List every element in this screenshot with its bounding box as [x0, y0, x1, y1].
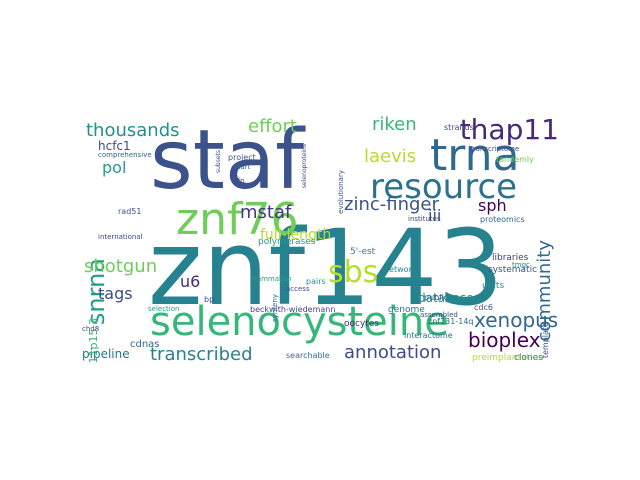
- cloud-word: preimplantation: [472, 353, 544, 363]
- cloud-word: staf: [150, 116, 304, 208]
- cloud-word: access: [286, 285, 310, 293]
- cloud-word: tmgc: [512, 261, 530, 269]
- cloud-word: selenocysteine: [150, 299, 449, 345]
- cloud-word: thap11: [459, 116, 559, 146]
- cloud-word: riken: [372, 116, 417, 135]
- cloud-word: synteny: [271, 294, 279, 322]
- cloud-word: selenoproteins: [301, 144, 308, 189]
- cloud-word: evolutionary: [337, 170, 345, 214]
- cloud-word: international: [98, 233, 143, 241]
- cloud-word: hcfc1: [98, 139, 131, 153]
- cloud-word: sbs: [328, 255, 379, 290]
- cloud-word: bioplex: [468, 328, 541, 352]
- cloud-word: searchable: [286, 351, 330, 360]
- cloud-word: effort: [248, 116, 297, 137]
- cloud-word: networks: [384, 265, 421, 274]
- cloud-word: mammalian: [250, 275, 292, 283]
- cloud-word: comprehensive: [98, 151, 152, 159]
- cloud-word: systematic: [488, 265, 538, 275]
- cloud-word: znf131-14q: [428, 317, 474, 326]
- cloud-word: thousands: [86, 120, 180, 141]
- cloud-word: bp: [204, 295, 215, 304]
- cloud-word: annotation: [344, 342, 442, 363]
- cloud-word: polymerases: [258, 237, 316, 247]
- cloud-word: start: [234, 163, 251, 171]
- cloud-word: zfp: [234, 177, 245, 185]
- cloud-word: cdc6: [474, 303, 493, 312]
- cloud-word: public: [424, 293, 449, 302]
- cloud-word: iii: [428, 206, 442, 225]
- cloud-word: pipeline: [82, 347, 130, 361]
- cloud-word: project: [228, 153, 256, 162]
- cloud-word: znf76: [176, 194, 299, 245]
- cloud-word: units: [482, 281, 505, 291]
- cloud-word: libraries: [492, 253, 529, 263]
- cloud-word: xenopus: [474, 308, 559, 332]
- cloud-word: template: [541, 322, 550, 359]
- cloud-word: resource: [370, 167, 518, 207]
- cloud-word: shotgun: [84, 256, 158, 277]
- cloud-word: chd8: [82, 325, 100, 333]
- cloud-word: oocytes: [344, 319, 380, 329]
- cloud-word: tags: [98, 284, 133, 303]
- cloud-word: laevis: [364, 146, 417, 167]
- cloud-word: institutes: [408, 215, 441, 223]
- cloud-word: strands: [444, 123, 474, 132]
- cloud-word: pairs: [306, 277, 326, 286]
- cloud-word: u6: [180, 272, 201, 291]
- cloud-word: genome: [388, 305, 425, 315]
- cloud-word: clones: [514, 353, 543, 363]
- cloud-word: transcribed: [150, 344, 253, 364]
- cloud-word: cdnas: [130, 339, 160, 350]
- cloud-word: tandemly: [496, 155, 534, 164]
- cloud-word: pol: [102, 158, 127, 177]
- cloud-word: znf143: [148, 207, 504, 329]
- cloud-word: proteomics: [480, 215, 525, 224]
- cloud-word: rad51: [118, 207, 142, 216]
- cloud-word: assembled: [420, 311, 458, 319]
- word-cloud: staf znf143 selenocysteine trna resource znf7…: [80, 116, 560, 364]
- cloud-word: selection: [148, 305, 180, 313]
- cloud-word: transcriptome: [470, 145, 520, 153]
- cloud-word: database: [418, 291, 474, 305]
- cloud-word: subsets: [215, 150, 222, 174]
- cloud-word: trna: [430, 130, 520, 181]
- cloud-word: full-length: [260, 227, 332, 243]
- cloud-word: 5'-est: [350, 247, 376, 257]
- cloud-word: sph: [478, 196, 507, 215]
- cloud-word: interactome: [404, 331, 453, 340]
- cloud-word: zinc-finger: [344, 194, 439, 215]
- cloud-word: beckwith-wiedemann: [250, 305, 336, 314]
- cloud-word: mstaf: [240, 202, 292, 223]
